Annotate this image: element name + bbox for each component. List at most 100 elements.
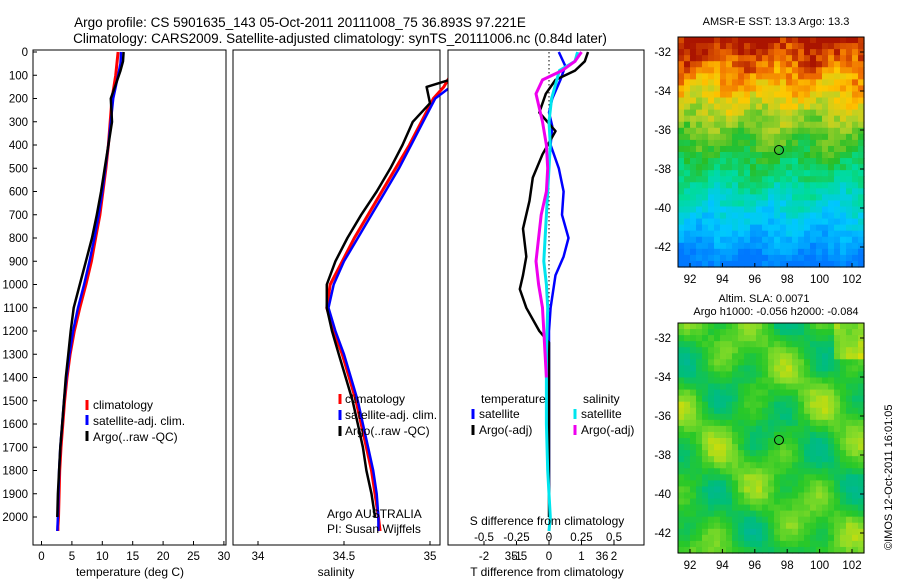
sla-cell bbox=[714, 419, 721, 427]
sst-cell bbox=[846, 55, 853, 62]
sla-cell bbox=[804, 389, 811, 397]
sst-cell bbox=[762, 212, 769, 220]
sla-cell bbox=[708, 504, 715, 512]
sst-cell bbox=[756, 236, 763, 244]
sla-cell bbox=[708, 341, 715, 348]
sst-cell bbox=[744, 236, 751, 244]
sst-cell bbox=[786, 79, 793, 87]
sst-cell bbox=[702, 49, 709, 56]
sla-cell bbox=[804, 335, 811, 342]
legend-satellite: satellite-adj. clim. bbox=[93, 414, 185, 428]
sst-cell bbox=[816, 218, 823, 226]
sla-cell bbox=[822, 468, 829, 475]
sla-cell bbox=[828, 425, 835, 433]
sla-cell bbox=[792, 335, 799, 342]
sla-cell bbox=[756, 389, 763, 397]
sla-cell bbox=[708, 389, 715, 397]
sla-cell bbox=[816, 371, 823, 379]
sst-cell bbox=[810, 212, 817, 220]
sla-cell bbox=[828, 431, 835, 439]
sst-cell bbox=[762, 103, 769, 111]
sst-cell bbox=[792, 49, 799, 56]
sla-cell bbox=[732, 546, 739, 554]
sst-map-frame bbox=[677, 36, 865, 268]
sla-cell bbox=[744, 498, 751, 506]
sla-cell bbox=[792, 504, 799, 512]
sst-cell bbox=[744, 248, 751, 256]
sst-cell bbox=[840, 133, 847, 141]
sst-cell bbox=[804, 109, 811, 117]
sst-cell bbox=[750, 176, 757, 183]
sla-cell bbox=[756, 431, 763, 439]
sst-cell bbox=[720, 145, 727, 153]
sst-cell bbox=[750, 115, 757, 123]
sst-cell bbox=[768, 133, 775, 141]
sst-cell bbox=[840, 194, 847, 202]
sla-cell bbox=[810, 377, 817, 385]
sla-cell bbox=[822, 504, 829, 512]
sla-cell bbox=[714, 395, 721, 403]
sla-cell bbox=[768, 359, 775, 366]
sst-cell bbox=[828, 145, 835, 153]
sst-cell bbox=[702, 109, 709, 117]
sla-cell bbox=[696, 540, 703, 548]
sla-cell bbox=[792, 486, 799, 494]
sst-cell bbox=[828, 212, 835, 220]
sst-cell bbox=[804, 97, 811, 105]
sst-cell bbox=[726, 139, 733, 147]
sla-cell bbox=[822, 516, 829, 524]
sla-cell bbox=[852, 431, 859, 439]
sla-cell bbox=[678, 474, 685, 481]
sla-cell bbox=[726, 438, 733, 445]
sla-cell bbox=[690, 335, 697, 342]
sst-cell bbox=[714, 109, 721, 117]
sst-cell bbox=[822, 236, 829, 244]
sst-cell bbox=[750, 97, 757, 105]
sst-cell bbox=[744, 127, 751, 135]
sst-cell bbox=[762, 176, 769, 183]
sla-cell bbox=[696, 474, 703, 481]
sst-cell bbox=[858, 145, 865, 153]
sst-cell bbox=[834, 194, 841, 202]
sst-cell bbox=[798, 91, 805, 99]
sla-cell bbox=[726, 486, 733, 494]
sst-cell bbox=[756, 121, 763, 129]
sst-cell bbox=[714, 230, 721, 238]
sst-cell bbox=[756, 79, 763, 87]
sst-cell bbox=[726, 236, 733, 244]
sst-cell bbox=[822, 79, 829, 87]
sla-cell bbox=[744, 329, 751, 336]
sst-cell bbox=[696, 242, 703, 250]
sst-cell bbox=[846, 73, 853, 80]
sst-cell bbox=[786, 133, 793, 141]
sla-cell bbox=[744, 431, 751, 439]
depth-tick-label: 2000 bbox=[2, 512, 28, 524]
sla-cell bbox=[750, 359, 757, 366]
sla-cell bbox=[696, 462, 703, 469]
sla-cell bbox=[708, 438, 715, 445]
sst-cell bbox=[786, 145, 793, 153]
sla-cell bbox=[804, 468, 811, 475]
sst-cell bbox=[726, 254, 733, 262]
sst-cell bbox=[720, 194, 727, 202]
sst-cell bbox=[846, 127, 853, 135]
sst-cell bbox=[702, 37, 709, 44]
sst-cell bbox=[858, 218, 865, 226]
sst-cell bbox=[684, 133, 691, 141]
sla-cell bbox=[786, 359, 793, 366]
lat-tick-label: -38 bbox=[654, 450, 671, 462]
sst-cell bbox=[744, 212, 751, 220]
sla-cell bbox=[810, 413, 817, 421]
sst-cell bbox=[726, 115, 733, 123]
imos-timestamp: ©IMOS 12-Oct-2011 16:01:05 bbox=[883, 405, 895, 550]
sla-cell bbox=[702, 510, 709, 518]
sst-cell bbox=[828, 115, 835, 123]
sst-cell bbox=[732, 73, 739, 80]
sla-cell bbox=[798, 534, 805, 542]
sst-cell bbox=[792, 85, 799, 93]
sst-cell bbox=[810, 194, 817, 202]
sla-cell bbox=[726, 371, 733, 379]
sst-cell bbox=[720, 248, 727, 256]
sla-cell bbox=[822, 546, 829, 554]
legend-t-satellite: satellite bbox=[479, 407, 520, 421]
